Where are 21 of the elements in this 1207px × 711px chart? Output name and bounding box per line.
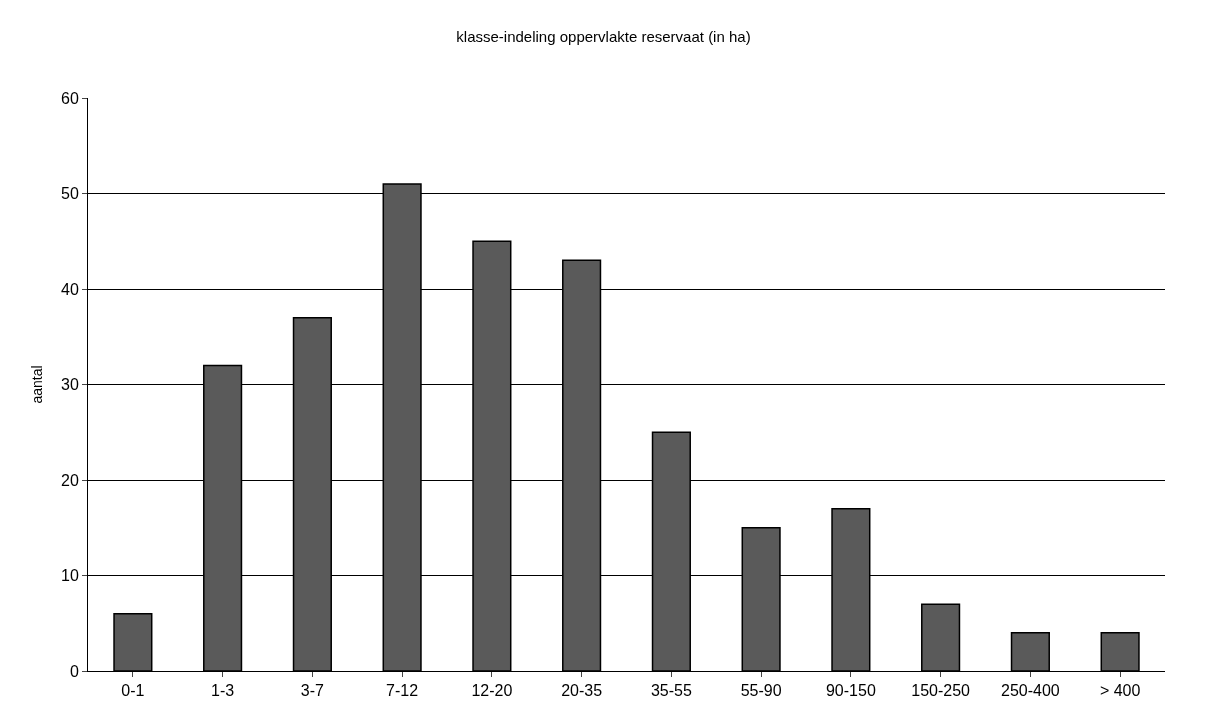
x-tick-label: 7-12 <box>386 682 419 700</box>
y-tick-label: 50 <box>61 185 79 203</box>
x-tick-label: 150-250 <box>911 682 971 700</box>
x-tick-label: 1-3 <box>211 682 235 700</box>
y-tick-label: 30 <box>61 376 79 394</box>
x-tick-label: 0-1 <box>121 682 145 700</box>
x-tick-label: 35-55 <box>650 682 692 700</box>
y-tick-label: 60 <box>61 89 79 107</box>
x-tick-label: 20-35 <box>561 682 603 700</box>
x-tick-label: 250-400 <box>1001 682 1060 700</box>
y-tick-label: 40 <box>61 280 79 298</box>
y-tick-label: 10 <box>61 567 79 585</box>
chart-title: klasse-indeling oppervlakte reservaat (in ha) <box>456 28 751 46</box>
x-tick-label: 55-90 <box>740 682 782 700</box>
x-tick-label: > 400 <box>1099 682 1141 700</box>
x-tick-label: 12-20 <box>471 682 513 700</box>
y-axis-title: aantal <box>28 365 45 404</box>
x-tick-label: 3-7 <box>300 682 325 700</box>
x-tick-label: 90-150 <box>825 682 876 700</box>
y-tick-label: 20 <box>61 471 79 489</box>
y-tick-label: 0 <box>69 662 79 680</box>
